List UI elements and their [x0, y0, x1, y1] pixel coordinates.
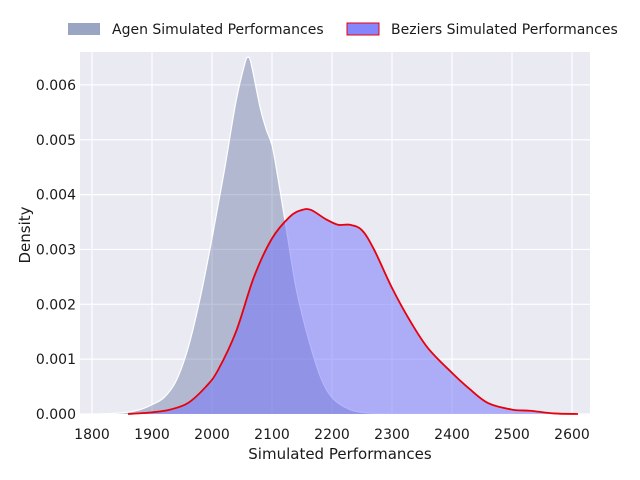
x-tick-label: 2100 — [254, 427, 290, 443]
x-tick-label: 2500 — [494, 427, 530, 443]
legend: Agen Simulated Performances Beziers Simu… — [68, 22, 618, 38]
y-tick-label: 0.006 — [36, 78, 76, 94]
y-axis-ticks: 0.000 0.001 0.002 0.003 0.004 0.005 0.006 — [36, 78, 76, 423]
series-area-0 — [98, 57, 572, 415]
x-tick-label: 1800 — [74, 427, 110, 443]
x-tick-label: 1900 — [134, 427, 170, 443]
y-tick-label: 0.001 — [36, 352, 76, 368]
legend-label-beziers: Beziers Simulated Performances — [391, 22, 618, 38]
legend-swatch-beziers — [346, 22, 380, 36]
y-axis-label: Density — [16, 206, 34, 263]
x-tick-label: 2600 — [554, 427, 590, 443]
x-tick-label: 2000 — [194, 427, 230, 443]
x-axis-ticks: 1800 1900 2000 2100 2200 2300 2400 2500 2600 — [74, 427, 590, 443]
y-tick-label: 0.000 — [36, 407, 76, 423]
series-line-1 — [127, 208, 579, 415]
y-tick-label: 0.002 — [36, 297, 76, 313]
x-tick-label: 2300 — [374, 427, 410, 443]
legend-label-agen: Agen Simulated Performances — [112, 22, 324, 38]
y-tick-label: 0.004 — [36, 188, 76, 204]
x-axis-label: Simulated Performances — [248, 445, 432, 463]
legend-swatch-agen — [68, 23, 100, 35]
series-layer — [97, 56, 579, 415]
x-tick-label: 2200 — [314, 427, 350, 443]
y-tick-label: 0.003 — [36, 242, 76, 258]
y-tick-label: 0.005 — [36, 133, 76, 149]
series-area-1 — [128, 208, 578, 414]
x-tick-label: 2400 — [434, 427, 470, 443]
